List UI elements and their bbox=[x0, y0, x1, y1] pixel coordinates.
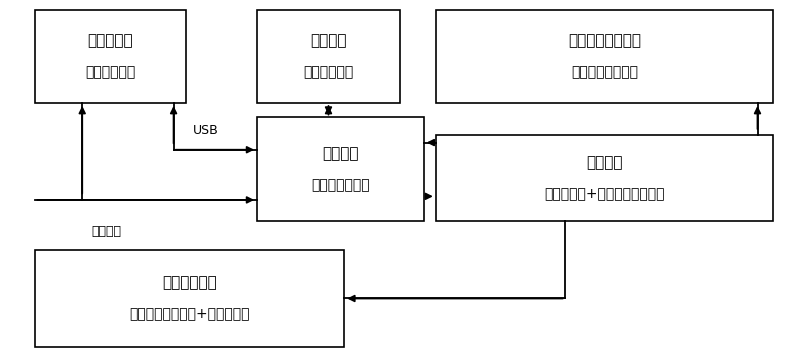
Bar bbox=[436, 10, 774, 103]
Bar bbox=[257, 118, 424, 221]
Bar bbox=[436, 135, 774, 221]
Text: （步进电机+步进电机驱动器）: （步进电机+步进电机驱动器） bbox=[544, 187, 665, 202]
Text: 标准串口: 标准串口 bbox=[91, 225, 121, 238]
Text: 光电检测反馈单元: 光电检测反馈单元 bbox=[568, 33, 641, 48]
Text: （系统软件）: （系统软件） bbox=[85, 66, 135, 80]
Text: 微波主体部分: 微波主体部分 bbox=[162, 275, 217, 290]
Text: 控制单元: 控制单元 bbox=[322, 146, 358, 161]
Bar bbox=[34, 10, 186, 103]
Bar bbox=[34, 250, 344, 347]
Text: （软硬件集成）: （软硬件集成） bbox=[311, 179, 370, 193]
Text: （按键控制）: （按键控制） bbox=[303, 66, 354, 80]
Text: 外控计算机: 外控计算机 bbox=[87, 33, 133, 48]
Text: （检测控制开关）: （检测控制开关） bbox=[571, 66, 638, 80]
Text: （平板同轴传输线+导纳滑块）: （平板同轴传输线+导纳滑块） bbox=[130, 308, 250, 322]
Text: 液晶显示: 液晶显示 bbox=[310, 33, 346, 48]
Bar bbox=[257, 10, 400, 103]
Text: 驱动单元: 驱动单元 bbox=[586, 155, 623, 170]
Text: USB: USB bbox=[193, 124, 218, 137]
